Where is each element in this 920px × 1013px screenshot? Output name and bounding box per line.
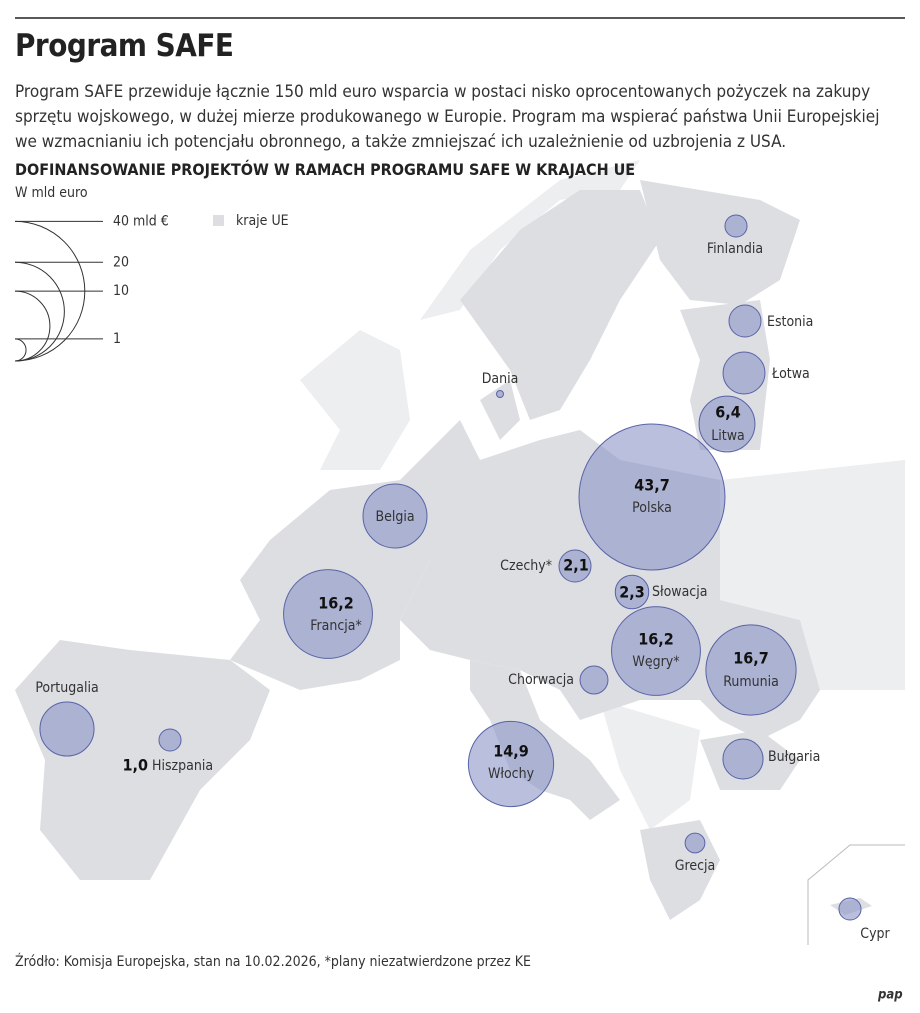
country-bubble — [283, 569, 373, 659]
country-bubble — [705, 624, 797, 716]
country-name: Rumunia — [723, 674, 779, 690]
legend-circle — [14, 261, 65, 362]
country-name: Cypr — [860, 926, 890, 942]
country-name: Finlandia — [707, 241, 763, 257]
country-name: Grecja — [675, 858, 716, 874]
country-value: 16,7 — [733, 649, 769, 668]
legend-label: 40 mld € — [113, 213, 169, 229]
country-value: 16,2 — [318, 594, 354, 613]
eu-legend-swatch — [213, 215, 224, 226]
non-eu-land — [300, 160, 905, 830]
legend-label: 10 — [113, 283, 129, 299]
country-bubble — [698, 395, 756, 453]
country-bubble — [611, 606, 701, 696]
legend-circle — [14, 338, 27, 362]
country-value: 2,1 — [563, 556, 589, 575]
country-bubble — [558, 549, 592, 583]
inset-frame — [807, 844, 905, 945]
country-bubble — [362, 483, 428, 549]
country-name: Węgry* — [632, 654, 679, 670]
country-bubble — [467, 720, 555, 808]
country-bubble — [684, 832, 706, 854]
logo: pap — [877, 988, 903, 1003]
country-value: 43,7 — [634, 476, 670, 495]
country-bubble — [722, 738, 764, 780]
country-bubble — [496, 390, 504, 398]
country-bubble — [728, 304, 762, 338]
country-name: Słowacja — [652, 584, 707, 600]
country-name: Łotwa — [771, 366, 810, 382]
eu-legend-label: kraje UE — [236, 213, 289, 229]
country-name: Belgia — [375, 509, 414, 525]
country-value: 16,2 — [638, 630, 674, 649]
country-name: Portugalia — [35, 680, 98, 696]
source: Źródło: Komisja Europejska, stan na 10.0… — [15, 954, 531, 970]
country-bubble — [578, 423, 726, 571]
country-bubble — [158, 728, 182, 752]
country-name: Estonia — [767, 314, 813, 330]
subtitle: DOFINANSOWANIE PROJEKTÓW W RAMACH PROGRA… — [15, 160, 636, 179]
legend-label: 20 — [113, 254, 129, 270]
country-bubble — [579, 665, 609, 695]
country-value: 1,0 — [123, 756, 149, 775]
country-name: Hiszpania — [152, 758, 213, 774]
country-bubble — [724, 214, 748, 238]
country-name: Bułgaria — [768, 749, 820, 765]
intro: Program SAFE przewiduje łącznie 150 mld … — [15, 82, 880, 152]
legend-label: 1 — [113, 331, 121, 347]
country-bubble — [838, 897, 862, 921]
country-value: 2,3 — [619, 583, 645, 602]
country-name: Chorwacja — [508, 672, 574, 688]
country-value: 6,4 — [715, 403, 741, 422]
country-name: Litwa — [711, 428, 744, 444]
country-name: Francja* — [310, 618, 362, 634]
country-name: Czechy* — [500, 558, 552, 574]
country-bubble — [614, 574, 650, 610]
legend-circle — [14, 290, 51, 362]
country-name: Polska — [632, 500, 672, 516]
country-value: 14,9 — [493, 742, 529, 761]
country-bubble — [39, 701, 95, 757]
title: Program SAFE — [15, 28, 234, 64]
country-bubble — [722, 351, 766, 395]
unit: W mld euro — [15, 185, 88, 201]
country-name: Dania — [482, 371, 519, 387]
country-name: Włochy — [488, 766, 535, 782]
